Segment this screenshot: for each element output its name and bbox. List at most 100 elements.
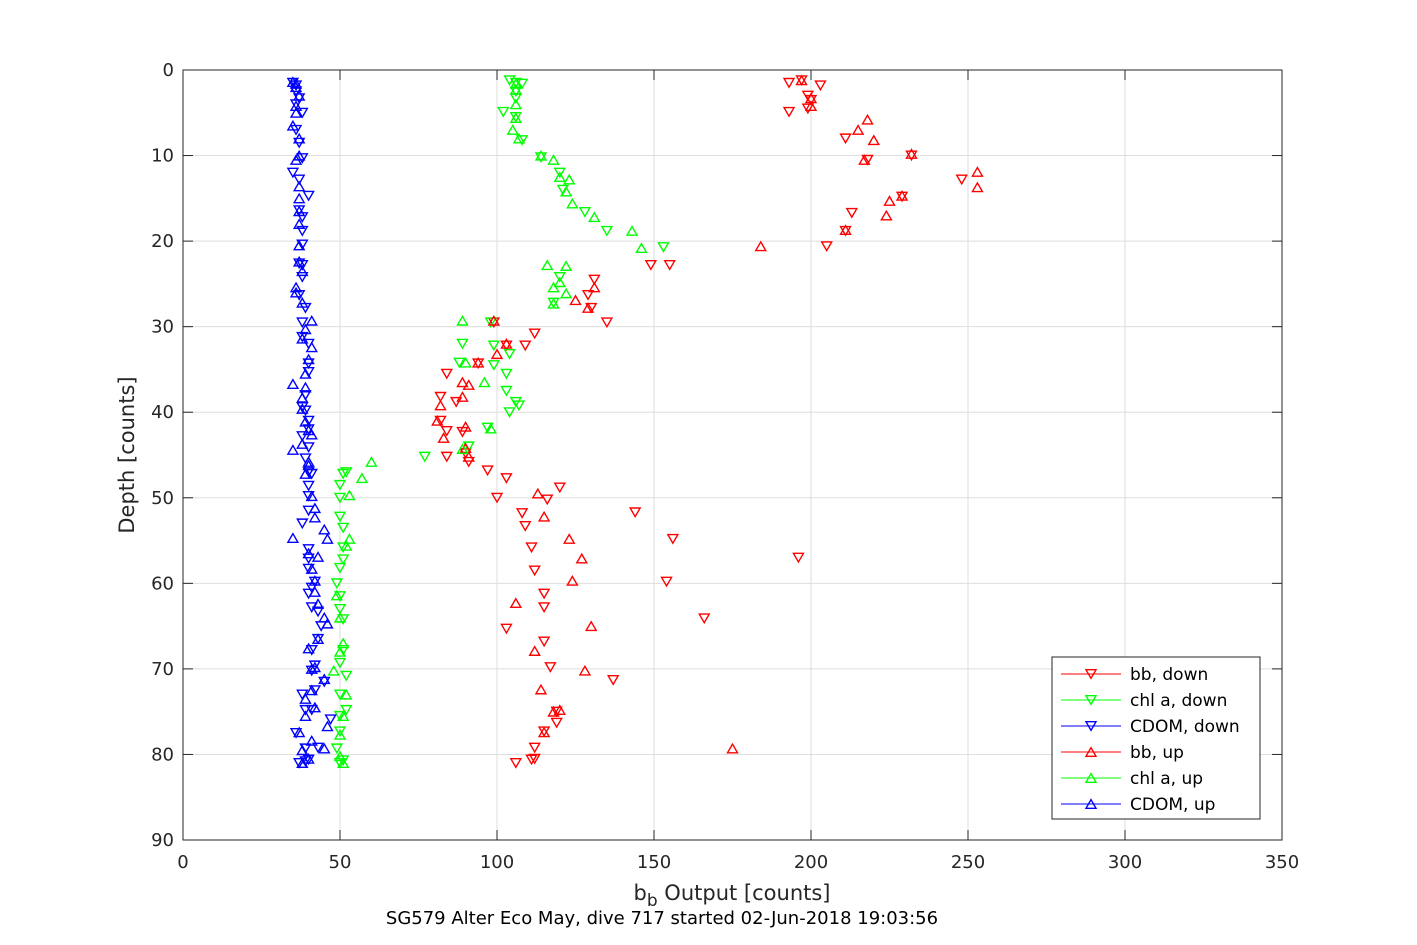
data-point — [333, 611, 347, 623]
data-point — [321, 720, 334, 732]
data-point — [578, 664, 592, 676]
x-tick-label: 200 — [794, 852, 828, 873]
data-point — [644, 260, 658, 271]
legend-marker — [1084, 772, 1098, 784]
data-point — [333, 729, 347, 740]
data-point — [340, 539, 353, 551]
data-point — [459, 421, 472, 432]
data-point — [581, 289, 595, 301]
data-point — [299, 367, 312, 379]
data-point — [509, 98, 523, 110]
legend-marker — [1084, 798, 1098, 810]
data-point — [330, 589, 344, 601]
y-tick-label: 60 — [151, 573, 174, 594]
data-point — [305, 563, 318, 574]
data-point — [534, 152, 548, 163]
data-point — [519, 340, 532, 352]
data-point — [305, 665, 318, 677]
data-point — [581, 302, 595, 313]
data-point — [804, 94, 818, 106]
data-point — [600, 225, 614, 237]
data-point — [541, 494, 554, 506]
data-point — [519, 520, 532, 532]
data-point — [600, 317, 614, 329]
data-point — [340, 688, 353, 700]
data-point — [302, 459, 315, 471]
data-point — [296, 260, 309, 271]
data-point — [292, 192, 306, 204]
legend-label: bb, down — [1130, 665, 1208, 685]
axes-box — [182, 69, 1283, 841]
legend-entry: bb, down — [1061, 665, 1208, 685]
data-point — [509, 86, 523, 98]
data-point — [500, 340, 513, 352]
data-point — [547, 154, 560, 165]
data-point — [336, 554, 350, 566]
data-point — [292, 93, 306, 104]
data-point — [440, 368, 453, 380]
data-point — [292, 205, 306, 217]
data-point — [308, 661, 322, 673]
data-point — [500, 368, 513, 380]
data-point — [497, 106, 510, 118]
data-point — [330, 578, 344, 590]
data-point — [534, 149, 548, 161]
data-point — [553, 272, 567, 283]
data-point — [500, 473, 513, 484]
x-tick-label: 0 — [177, 852, 188, 873]
data-point — [525, 542, 538, 554]
data-point — [292, 726, 306, 738]
data-point — [628, 507, 642, 519]
data-point — [851, 124, 865, 135]
legend-marker — [1084, 720, 1098, 732]
data-point — [858, 154, 871, 165]
data-point — [292, 258, 306, 270]
data-point — [289, 81, 303, 93]
data-point — [867, 134, 881, 146]
data-point — [971, 181, 984, 193]
data-point — [296, 332, 309, 344]
x-tick-label: 150 — [637, 852, 671, 873]
data-point — [698, 613, 711, 625]
data-point — [305, 490, 318, 502]
data-point — [336, 614, 350, 625]
data-point — [569, 294, 582, 306]
data-point — [547, 297, 560, 309]
data-point — [308, 685, 322, 697]
legend-entry: CDOM, up — [1061, 795, 1215, 815]
data-point — [311, 598, 325, 609]
data-point — [456, 338, 469, 350]
data-point — [588, 281, 601, 293]
data-point — [333, 479, 347, 491]
data-point — [302, 456, 315, 467]
data-point — [434, 399, 447, 411]
data-point — [336, 522, 350, 534]
data-point — [311, 551, 325, 562]
legend-label: CDOM, up — [1130, 795, 1215, 815]
data-point — [814, 80, 827, 92]
data-point — [503, 349, 516, 360]
data-point — [547, 281, 560, 293]
data-point — [575, 552, 588, 564]
data-point — [327, 664, 340, 676]
data-point — [459, 356, 472, 368]
data-point — [296, 107, 309, 119]
data-point — [500, 385, 513, 397]
y-tick-label: 0 — [163, 60, 174, 81]
data-point — [434, 415, 447, 427]
y-tick-label: 70 — [151, 659, 174, 680]
data-point — [550, 706, 563, 718]
x-tick-label: 50 — [329, 852, 352, 873]
data-point — [296, 431, 309, 442]
data-point — [318, 523, 331, 535]
data-point — [296, 757, 309, 769]
data-point — [308, 586, 322, 597]
data-point — [861, 154, 874, 166]
data-point — [302, 752, 315, 764]
data-point — [289, 107, 303, 118]
data-point — [289, 286, 303, 298]
data-point — [305, 428, 318, 440]
data-point — [305, 341, 318, 353]
data-point — [299, 415, 312, 427]
data-point — [537, 510, 551, 522]
